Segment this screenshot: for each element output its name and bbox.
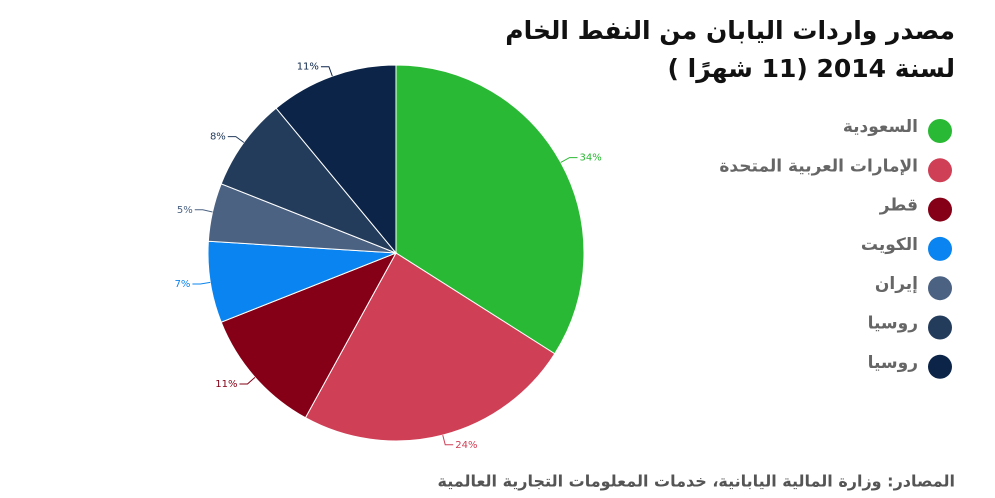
leader-line — [239, 376, 256, 385]
pie-slice — [220, 107, 397, 254]
legend-label: روسيا — [868, 353, 918, 373]
legend-label: روسيا — [868, 314, 918, 334]
legend-swatch — [928, 119, 952, 143]
legend-swatch — [928, 158, 952, 183]
leader-line — [320, 66, 333, 77]
data-label: 7% — [175, 279, 191, 290]
pie-slice — [275, 64, 397, 255]
legend-swatch — [928, 236, 952, 261]
legend-label: إيران — [875, 274, 918, 294]
chart-title: مصدر واردات اليابان من النفط الخام — [505, 16, 955, 46]
legend-label: السعودية — [843, 117, 918, 137]
data-label: 11% — [215, 379, 237, 390]
pie-slice — [304, 252, 556, 442]
data-label: 24% — [455, 440, 477, 451]
leader-line — [194, 209, 213, 213]
legend-swatch — [928, 315, 952, 340]
source: المصادر: وزارة المالية اليابانية، خدمات … — [438, 472, 956, 491]
data-label: 8% — [210, 132, 226, 143]
legend-label: قطر — [879, 196, 918, 216]
chart-subtitle: لسنة 2014 (11 شهرًا ) — [668, 54, 955, 84]
leader-line — [560, 157, 578, 163]
leader-line — [227, 136, 245, 143]
data-label: 34% — [580, 153, 602, 164]
legend-label: الإمارات العربية المتحدة — [719, 156, 918, 176]
leader-line — [192, 281, 211, 285]
leader-line — [442, 434, 454, 446]
legend-swatch — [928, 354, 952, 379]
data-label: 11% — [297, 62, 319, 73]
data-label: 5% — [177, 205, 193, 216]
legend-swatch — [928, 197, 952, 222]
legend-label: الكويت — [861, 235, 918, 255]
legend-swatch — [928, 276, 952, 301]
